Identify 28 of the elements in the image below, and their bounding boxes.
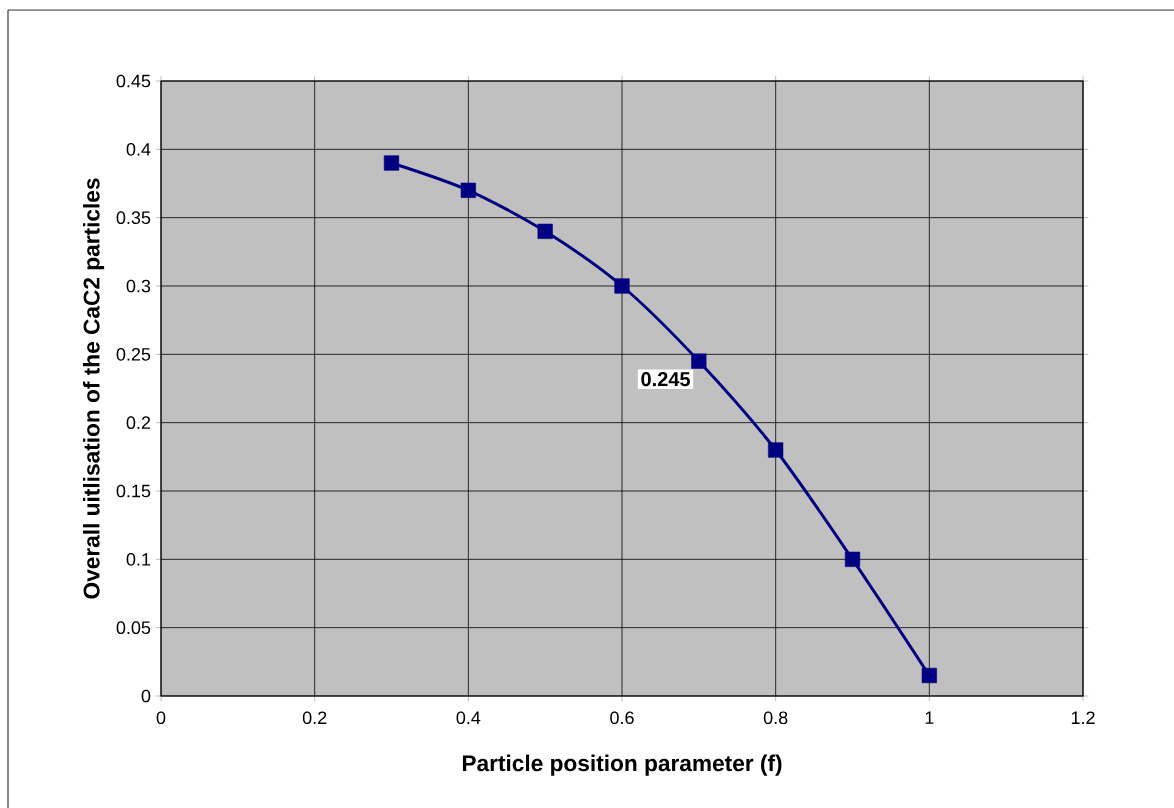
y-tick-label: 0.1 [126,552,151,566]
y-tick-label: 0.15 [116,484,151,498]
x-tick-label: 0.4 [456,711,481,725]
x-tick-label: 1 [925,711,934,724]
data-label: 0.245 [641,372,691,387]
y-axis-title: Overall uitlisation of the CaC2 particles [82,178,105,599]
y-tick-label: 0.4 [126,142,151,156]
point [691,353,707,369]
x-tick-label: 0.8 [763,711,788,725]
point [537,223,553,239]
point [844,551,861,567]
x-tick-label: 0 [156,711,166,725]
point [768,442,784,458]
point [383,155,400,171]
x-axis-title: Particle position parameter (f) [462,754,782,776]
point [921,667,937,684]
y-tick-label: 0.2 [126,416,151,430]
y-tick-label: 0.3 [126,279,151,293]
y-tick-label: 0.25 [116,347,151,361]
y-tick-label: 0.45 [116,74,151,88]
point [460,182,476,198]
y-tick-label: 0.35 [116,211,151,225]
x-tick-label: 0.6 [610,711,634,725]
y-tick-label: 0 [141,689,151,703]
point [614,278,630,294]
y-tick-label: 0.05 [116,621,151,635]
x-tick-label: 0.2 [302,711,327,725]
x-tick-label: 1.2 [1071,711,1095,724]
